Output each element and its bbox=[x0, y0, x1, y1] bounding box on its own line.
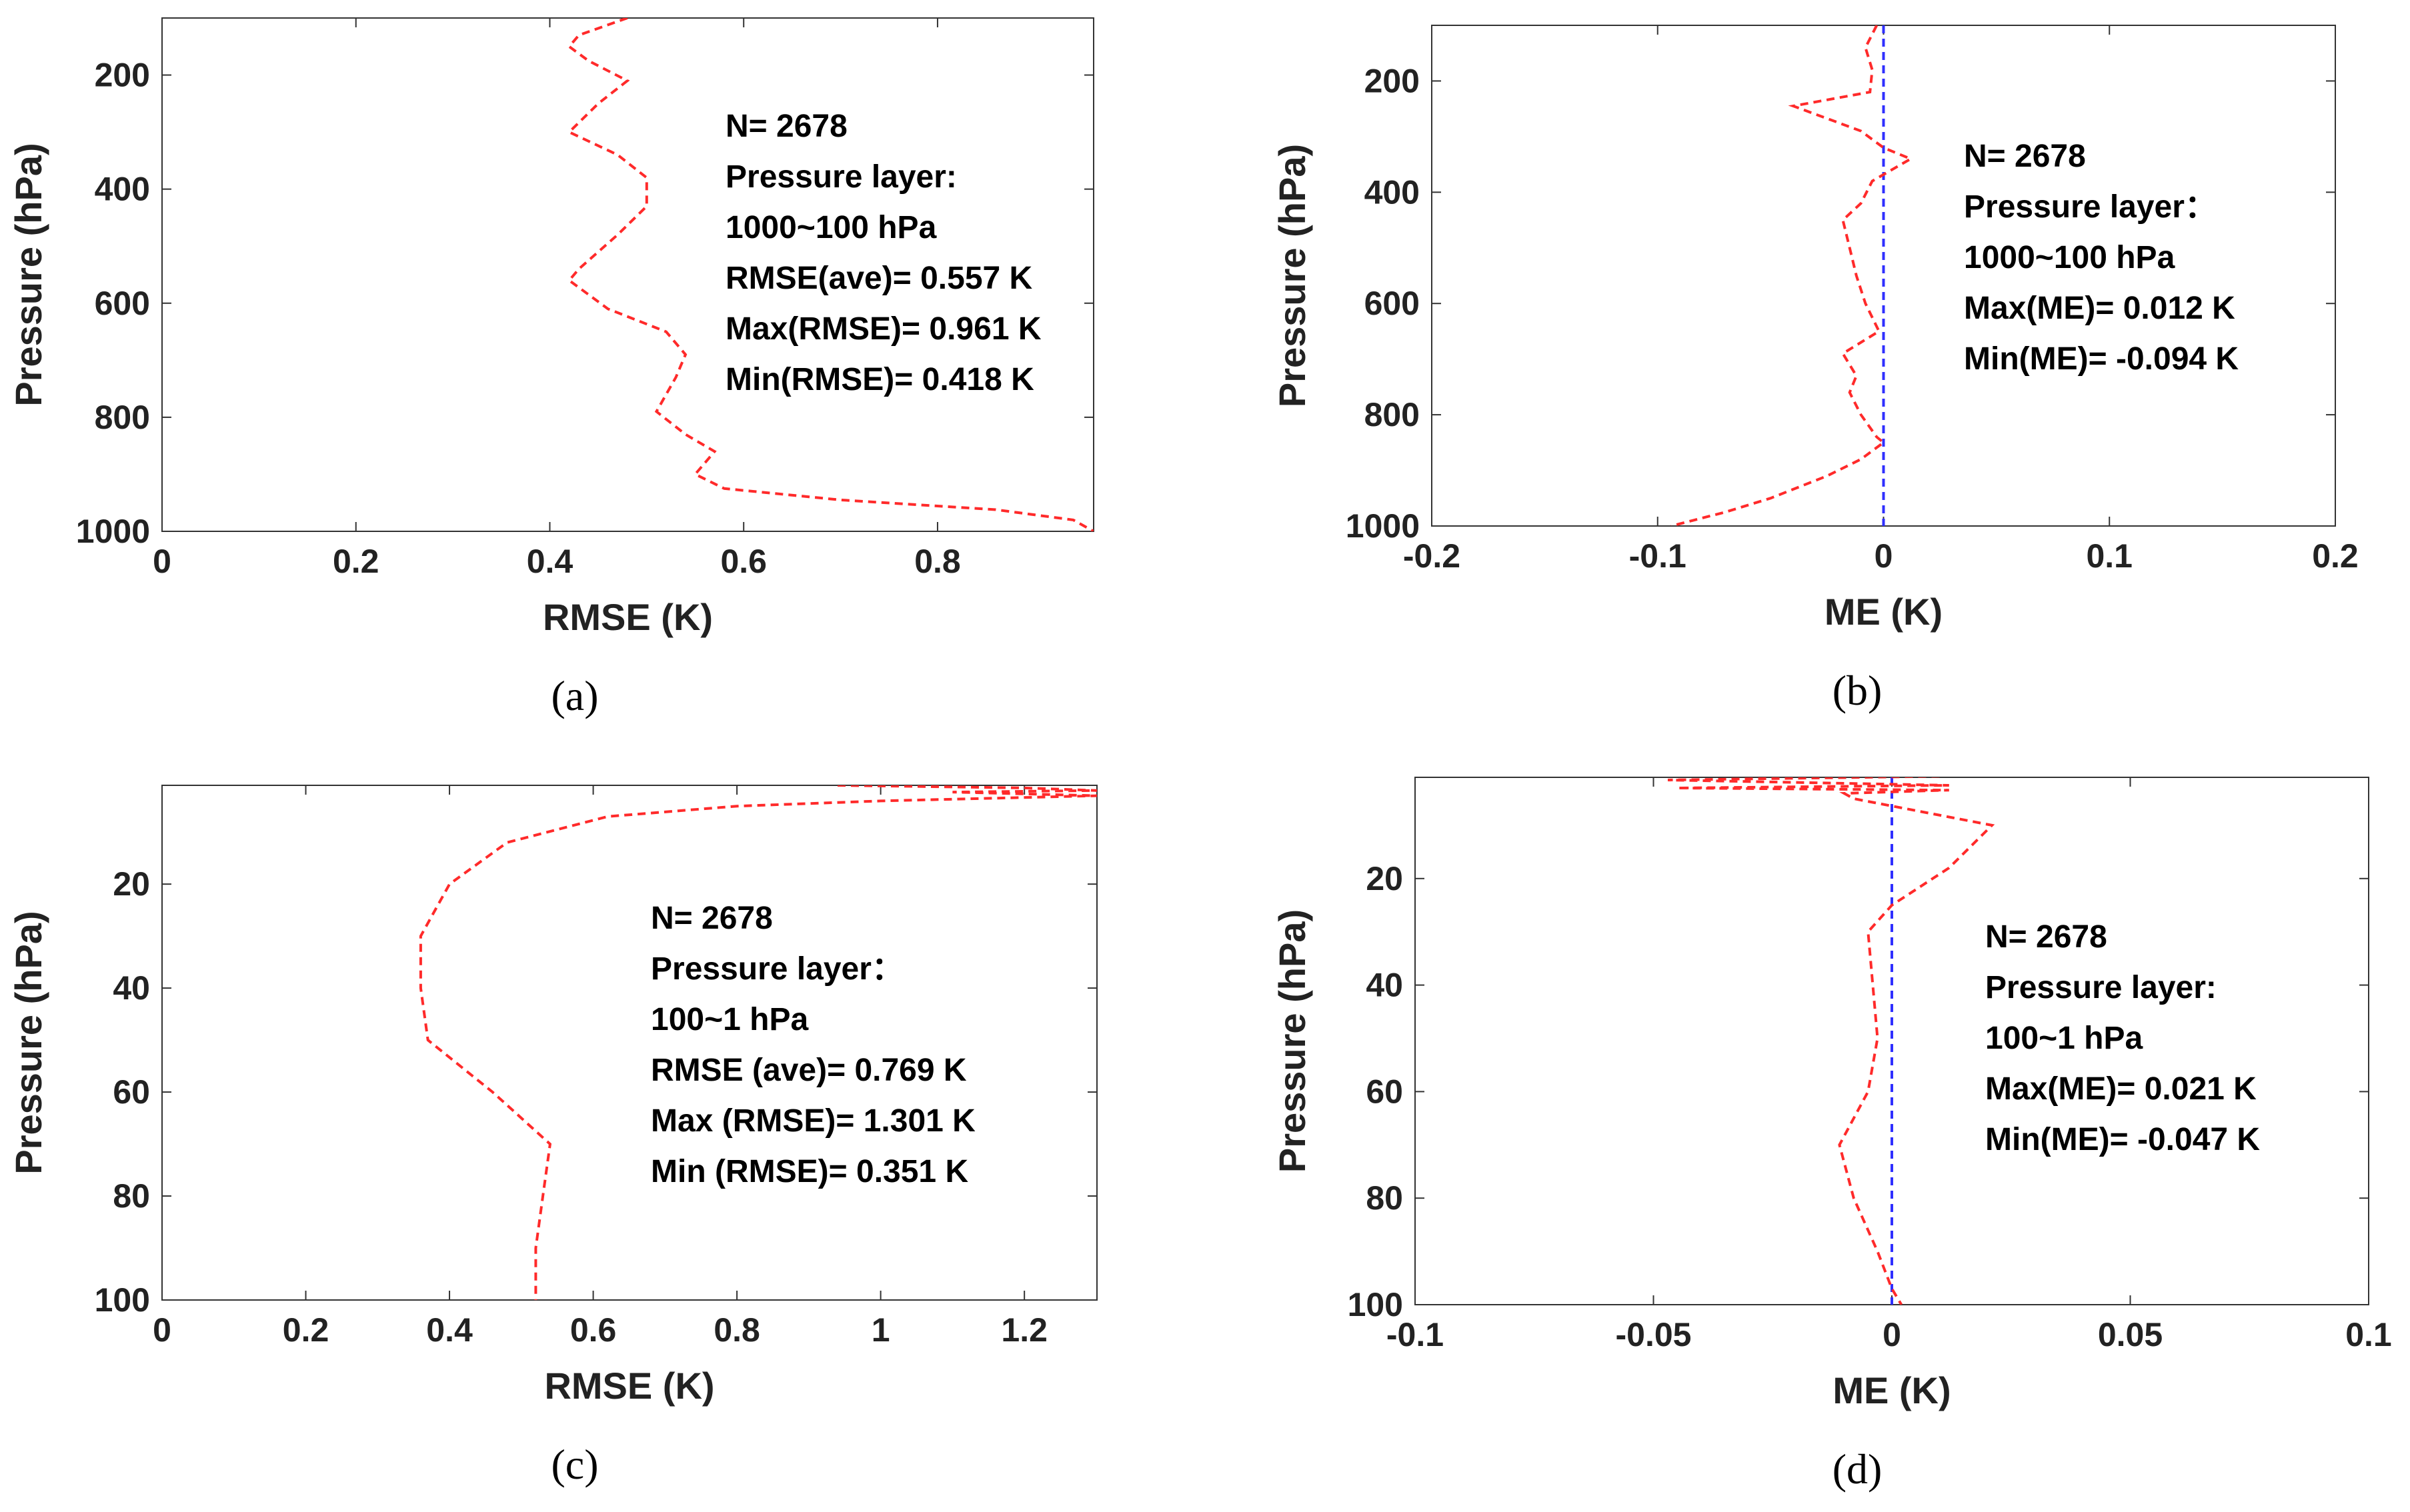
annotation-line: Min(RMSE)= 0.418 K bbox=[726, 362, 1034, 397]
x-tick-label: 0.8 bbox=[914, 543, 961, 580]
y-axis-label: Pressure (hPa) bbox=[7, 911, 49, 1174]
annotation-line: Max (RMSE)= 1.301 K bbox=[651, 1103, 976, 1139]
y-axis-label: Pressure (hPa) bbox=[1271, 144, 1313, 407]
annotation-line: Max(RMSE)= 0.961 K bbox=[726, 311, 1042, 347]
annotation-line: N= 2678 bbox=[1985, 919, 2107, 955]
x-tick-label: 0.2 bbox=[2312, 537, 2359, 575]
panel-label: (d) bbox=[1833, 1445, 1883, 1493]
chart-d: -0.1 -0.05 0 0.05 0.1 20 40 60 80 100 ME (K) Pressu… bbox=[1271, 777, 2392, 1493]
x-tick-label: 0.1 bbox=[2086, 537, 2133, 575]
chart-c: 0 0.2 0.4 0.6 0.8 1 1.2 20 40 60 80 100 RMSE (K) Pres… bbox=[7, 785, 1098, 1488]
x-tick-label: -0.1 bbox=[1386, 1316, 1444, 1353]
profile-line bbox=[419, 785, 1097, 1300]
y-tick-label: 600 bbox=[1364, 285, 1420, 322]
x-tick-label: 0.2 bbox=[333, 543, 379, 580]
annotation-line: Max(ME)= 0.021 K bbox=[1985, 1071, 2257, 1107]
y-tick-label: 100 bbox=[1348, 1286, 1403, 1323]
y-tick-label: 20 bbox=[113, 865, 150, 903]
x-axis-label: RMSE (K) bbox=[543, 596, 713, 638]
panel-c: 0 0.2 0.4 0.6 0.8 1 1.2 20 40 60 80 100 RMSE (K) Pres… bbox=[0, 754, 1205, 1509]
x-tick-label: 1.2 bbox=[1001, 1311, 1048, 1349]
y-tick-label: 60 bbox=[113, 1073, 150, 1111]
annotation-line: 100~1 hPa bbox=[651, 1002, 808, 1037]
profile-line bbox=[567, 18, 1094, 531]
annotation-line: Max(ME)= 0.012 K bbox=[1964, 291, 2235, 326]
y-tick-label: 80 bbox=[113, 1177, 150, 1215]
profile-line bbox=[1667, 777, 1995, 1305]
y-tick-label: 1000 bbox=[1346, 507, 1420, 545]
y-tick-label: 100 bbox=[95, 1281, 150, 1319]
annotation-line: Min(ME)= -0.094 K bbox=[1964, 341, 2239, 377]
annotation-line: N= 2678 bbox=[726, 109, 848, 144]
x-tick-label: 0 bbox=[1875, 537, 1893, 575]
x-axis-label: RMSE (K) bbox=[544, 1365, 714, 1407]
x-tick-label: 0 bbox=[153, 543, 171, 580]
x-tick-label: 0.4 bbox=[527, 543, 573, 580]
x-axis-label: ME (K) bbox=[1825, 591, 1943, 633]
x-tick-label: 1 bbox=[872, 1311, 890, 1349]
x-tick-label: 0.8 bbox=[714, 1311, 760, 1349]
panel-d: -0.1 -0.05 0 0.05 0.1 20 40 60 80 100 ME (K) Pressu… bbox=[1205, 754, 2410, 1509]
y-tick-label: 800 bbox=[1364, 396, 1420, 433]
x-tick-label: 0 bbox=[1883, 1316, 1901, 1353]
plot-frame bbox=[161, 785, 1098, 1301]
y-tick-label: 400 bbox=[95, 171, 150, 208]
x-tick-label: 0.6 bbox=[720, 543, 767, 580]
x-tick-label: 0.4 bbox=[426, 1311, 473, 1349]
profile-line bbox=[1670, 25, 1914, 526]
y-tick-label: 800 bbox=[95, 399, 150, 436]
x-tick-label: 0.6 bbox=[570, 1311, 617, 1349]
panel-label: (b) bbox=[1833, 667, 1883, 714]
annotation-line: Pressure layer： bbox=[651, 951, 904, 987]
x-tick-label: 0.05 bbox=[2098, 1316, 2163, 1353]
plot-frame bbox=[1414, 777, 2369, 1305]
chart-b: -0.2 -0.1 0 0.1 0.2 200 400 600 800 1000 ME (K) Pre… bbox=[1271, 25, 2359, 714]
annotation-line: Min (RMSE)= 0.351 K bbox=[651, 1154, 968, 1189]
annotation-line: 1000~100 hPa bbox=[726, 210, 937, 245]
annotation-line: Pressure layer: bbox=[1985, 970, 2217, 1005]
annotation-line: RMSE (ave)= 0.769 K bbox=[651, 1053, 967, 1088]
y-tick-label: 400 bbox=[1364, 173, 1420, 211]
y-tick-label: 80 bbox=[1366, 1179, 1403, 1217]
y-axis-label: Pressure (hPa) bbox=[7, 143, 49, 406]
x-tick-label: 0 bbox=[153, 1311, 171, 1349]
x-axis-label: ME (K) bbox=[1833, 1369, 1951, 1411]
y-tick-label: 60 bbox=[1366, 1073, 1403, 1110]
y-tick-label: 20 bbox=[1366, 860, 1403, 897]
y-axis-label: Pressure (hPa) bbox=[1271, 909, 1313, 1173]
y-tick-label: 40 bbox=[113, 969, 150, 1007]
plot-frame bbox=[161, 17, 1094, 532]
y-tick-label: 600 bbox=[95, 285, 150, 322]
annotation-line: 100~1 hPa bbox=[1985, 1021, 2143, 1056]
x-tick-label: -0.1 bbox=[1629, 537, 1686, 575]
x-tick-label: -0.2 bbox=[1403, 537, 1460, 575]
annotation-line: 1000~100 hPa bbox=[1964, 240, 2175, 275]
chart-a: 0 0.2 0.4 0.6 0.8 200 400 600 800 1000 RMSE (K) Pre… bbox=[7, 17, 1094, 719]
annotation-line: N= 2678 bbox=[1964, 139, 2086, 174]
panel-label: (c) bbox=[551, 1441, 598, 1488]
plot-frame bbox=[1431, 25, 2336, 527]
panel-label: (a) bbox=[551, 672, 598, 719]
x-tick-label: 0.1 bbox=[2345, 1316, 2392, 1353]
y-tick-label: 1000 bbox=[76, 513, 150, 550]
annotation-line: Min(ME)= -0.047 K bbox=[1985, 1122, 2260, 1157]
annotation-line: RMSE(ave)= 0.557 K bbox=[726, 261, 1033, 296]
annotation-line: N= 2678 bbox=[651, 901, 773, 936]
y-tick-label: 200 bbox=[95, 57, 150, 94]
annotation-line: Pressure layer: bbox=[726, 159, 957, 195]
y-tick-label: 200 bbox=[1364, 62, 1420, 99]
x-tick-label: 0.2 bbox=[283, 1311, 329, 1349]
x-tick-label: -0.05 bbox=[1616, 1316, 1692, 1353]
y-tick-label: 40 bbox=[1366, 967, 1403, 1004]
annotation-line: Pressure layer： bbox=[1964, 189, 2217, 225]
panel-a: 0 0.2 0.4 0.6 0.8 200 400 600 800 1000 RMSE (K) Pre… bbox=[0, 0, 1205, 754]
panel-b: -0.2 -0.1 0 0.1 0.2 200 400 600 800 1000 ME (K) Pre… bbox=[1205, 0, 2410, 754]
